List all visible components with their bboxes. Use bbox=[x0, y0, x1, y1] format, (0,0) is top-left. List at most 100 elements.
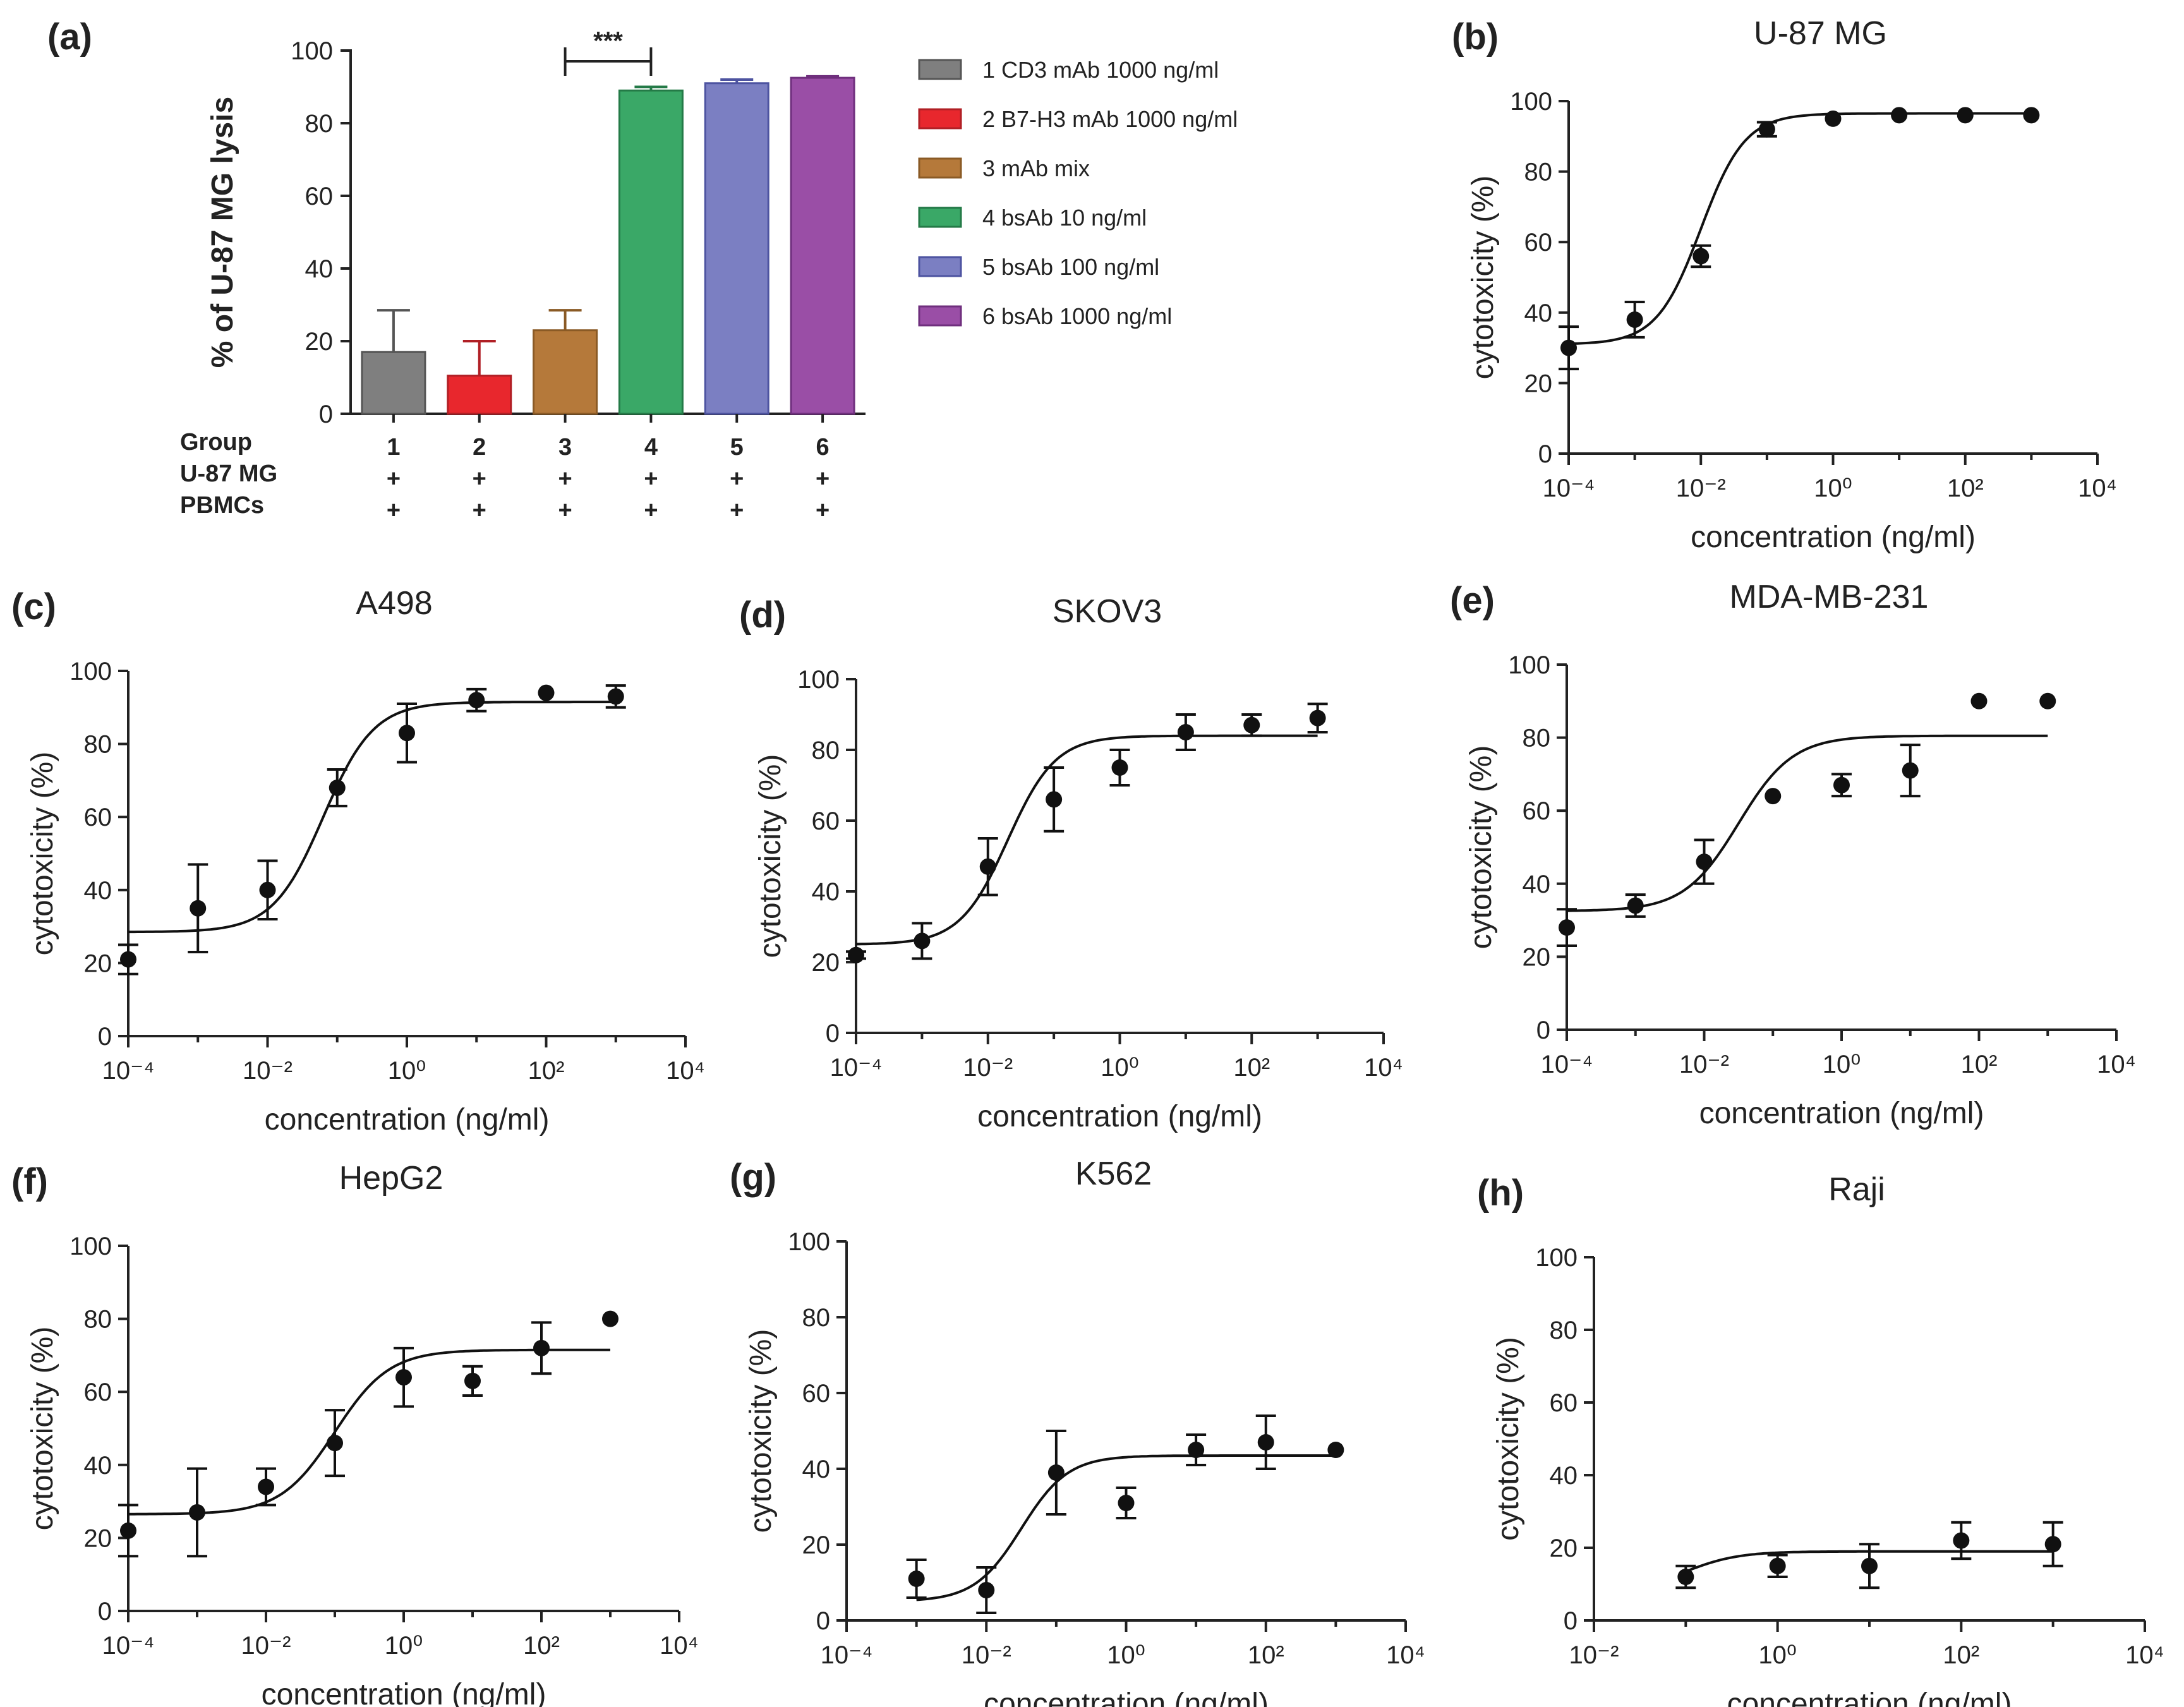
legend-swatch bbox=[918, 305, 962, 327]
y-axis-label: % of U-87 MG lysis bbox=[206, 97, 239, 368]
x-tick-label: 10² bbox=[1943, 1641, 1979, 1669]
data-point bbox=[1309, 709, 1326, 727]
panel-letter: (e) bbox=[1450, 580, 1495, 621]
panel-title: SKOV3 bbox=[1053, 593, 1162, 630]
x-tick-label: 10⁻² bbox=[243, 1057, 293, 1085]
y-tick-label: 80 bbox=[812, 737, 840, 764]
y-tick-label: 80 bbox=[1524, 159, 1553, 186]
data-point bbox=[2044, 1536, 2061, 1553]
x-tick-label: 10⁰ bbox=[1814, 474, 1852, 502]
bar bbox=[618, 89, 684, 415]
y-tick-label: 100 bbox=[797, 666, 840, 694]
panel-title: HepG2 bbox=[339, 1160, 443, 1197]
y-tick-label: 0 bbox=[1564, 1607, 1578, 1635]
data-point bbox=[1861, 1557, 1878, 1574]
plus-sign-u87: + bbox=[816, 466, 830, 492]
fit-curve bbox=[128, 1348, 610, 1516]
data-point bbox=[914, 932, 931, 950]
data-point bbox=[1833, 776, 1850, 793]
plus-sign-u87: + bbox=[730, 466, 744, 492]
y-tick-label: 100 bbox=[69, 1233, 112, 1260]
fit-curve bbox=[856, 734, 1318, 946]
y-tick-label: 20 bbox=[84, 950, 112, 977]
y-tick-label: 60 bbox=[84, 804, 112, 831]
data-point bbox=[1047, 1464, 1065, 1481]
y-tick-label: 20 bbox=[802, 1531, 831, 1559]
plus-sign-pbmcs: + bbox=[730, 497, 744, 524]
data-point bbox=[533, 1339, 550, 1356]
legend-swatch bbox=[918, 59, 962, 80]
group-number: 3 bbox=[558, 434, 572, 461]
data-point bbox=[259, 881, 276, 898]
data-point bbox=[1257, 1434, 1274, 1451]
x-tick-label: 10² bbox=[523, 1632, 560, 1660]
data-point bbox=[1953, 1532, 1970, 1549]
data-point bbox=[1677, 1569, 1694, 1585]
legend-entry: 4 bsAb 10 ng/ml bbox=[982, 205, 1147, 231]
data-point bbox=[1769, 1557, 1786, 1574]
legend-swatch bbox=[918, 207, 962, 228]
x-tick-label: 10⁻² bbox=[962, 1641, 1011, 1669]
bar bbox=[790, 76, 855, 415]
x-tick-label: 10⁰ bbox=[1823, 1051, 1861, 1078]
y-tick-label: 100 bbox=[788, 1228, 830, 1256]
legend-entry: 3 mAb mix bbox=[982, 155, 1090, 181]
panel-title: U-87 MG bbox=[1754, 15, 1887, 52]
x-tick-label: 10⁴ bbox=[1386, 1641, 1425, 1669]
data-point bbox=[2039, 692, 2056, 709]
x-axis-label: concentration (ng/ml) bbox=[1699, 1097, 1984, 1130]
x-axis-label: concentration (ng/ml) bbox=[1727, 1687, 2012, 1707]
y-tick-label: 40 bbox=[812, 878, 840, 906]
panel-a: (a) 0 20 40 60 80 100 % of U-87 MG lysis 1 + +2 + +3… bbox=[47, 16, 1238, 524]
x-tick-label: 10⁻⁴ bbox=[830, 1054, 883, 1082]
y-tick-label: 20 bbox=[84, 1524, 112, 1552]
plus-sign-pbmcs: + bbox=[644, 497, 658, 524]
x-tick-label: 10² bbox=[1961, 1051, 1998, 1078]
x-tick-label: 10⁴ bbox=[2078, 474, 2117, 502]
panel-f: (f) HepG2 0 20 40 60 80 100 10⁻⁴ 10⁻² 10⁰ 10² 10⁴ con… bbox=[11, 1160, 699, 1707]
y-tick-label: 100 bbox=[1508, 651, 1550, 679]
row-label: U-87 MG bbox=[180, 461, 277, 487]
data-point bbox=[189, 1504, 205, 1521]
y-tick-label: 20 bbox=[812, 949, 840, 977]
data-point bbox=[1891, 107, 1908, 124]
panel-letter: (f) bbox=[11, 1161, 48, 1202]
y-axis-label: cytotoxicity (%) bbox=[26, 752, 59, 956]
y-tick-label: 0 bbox=[816, 1607, 830, 1635]
fit-curve bbox=[1568, 112, 2032, 346]
y-tick-label: 80 bbox=[84, 1306, 112, 1334]
y-tick-label: 100 bbox=[69, 658, 112, 685]
x-tick-label: 10⁻⁴ bbox=[1541, 1051, 1593, 1078]
legend-entry: 6 bsAb 1000 ng/ml bbox=[982, 303, 1172, 329]
panel-title: Raji bbox=[1828, 1171, 1885, 1208]
fit-curve bbox=[128, 701, 616, 934]
y-tick-label: 0 bbox=[1538, 440, 1552, 468]
y-tick-label: 80 bbox=[802, 1304, 831, 1332]
panel-e: (e) MDA-MB-231 0 20 40 60 80 100 10⁻⁴ 10⁻² 10⁰ 10² 1… bbox=[1450, 579, 2136, 1130]
y-tick-label: 60 bbox=[1550, 1389, 1578, 1417]
plus-sign-pbmcs: + bbox=[473, 497, 486, 524]
y-tick-label: 40 bbox=[305, 255, 334, 283]
data-point bbox=[848, 946, 864, 963]
x-axis-label: concentration (ng/ml) bbox=[984, 1687, 1269, 1707]
plus-sign-u87: + bbox=[387, 466, 401, 492]
x-tick-label: 10⁴ bbox=[1364, 1054, 1403, 1082]
x-tick-label: 10² bbox=[528, 1057, 565, 1085]
data-point bbox=[979, 858, 996, 875]
row-label: PBMCs bbox=[180, 492, 264, 519]
x-axis-label: concentration (ng/ml) bbox=[265, 1103, 550, 1137]
x-tick-label: 10⁰ bbox=[1758, 1641, 1797, 1669]
data-point bbox=[1902, 762, 1919, 779]
y-tick-label: 20 bbox=[1524, 370, 1553, 397]
y-tick-label: 100 bbox=[1535, 1244, 1578, 1272]
legend-entry: 2 B7-H3 mAb 1000 ng/ml bbox=[982, 106, 1238, 132]
data-point bbox=[908, 1571, 925, 1587]
x-tick-label: 10⁻⁴ bbox=[1543, 474, 1595, 502]
data-point bbox=[1692, 248, 1710, 265]
row-label: Group bbox=[180, 429, 252, 455]
group-number: 1 bbox=[387, 434, 400, 461]
x-tick-label: 10⁻² bbox=[1569, 1641, 1619, 1669]
x-tick-label: 10² bbox=[1947, 474, 1984, 502]
data-point bbox=[468, 692, 485, 709]
